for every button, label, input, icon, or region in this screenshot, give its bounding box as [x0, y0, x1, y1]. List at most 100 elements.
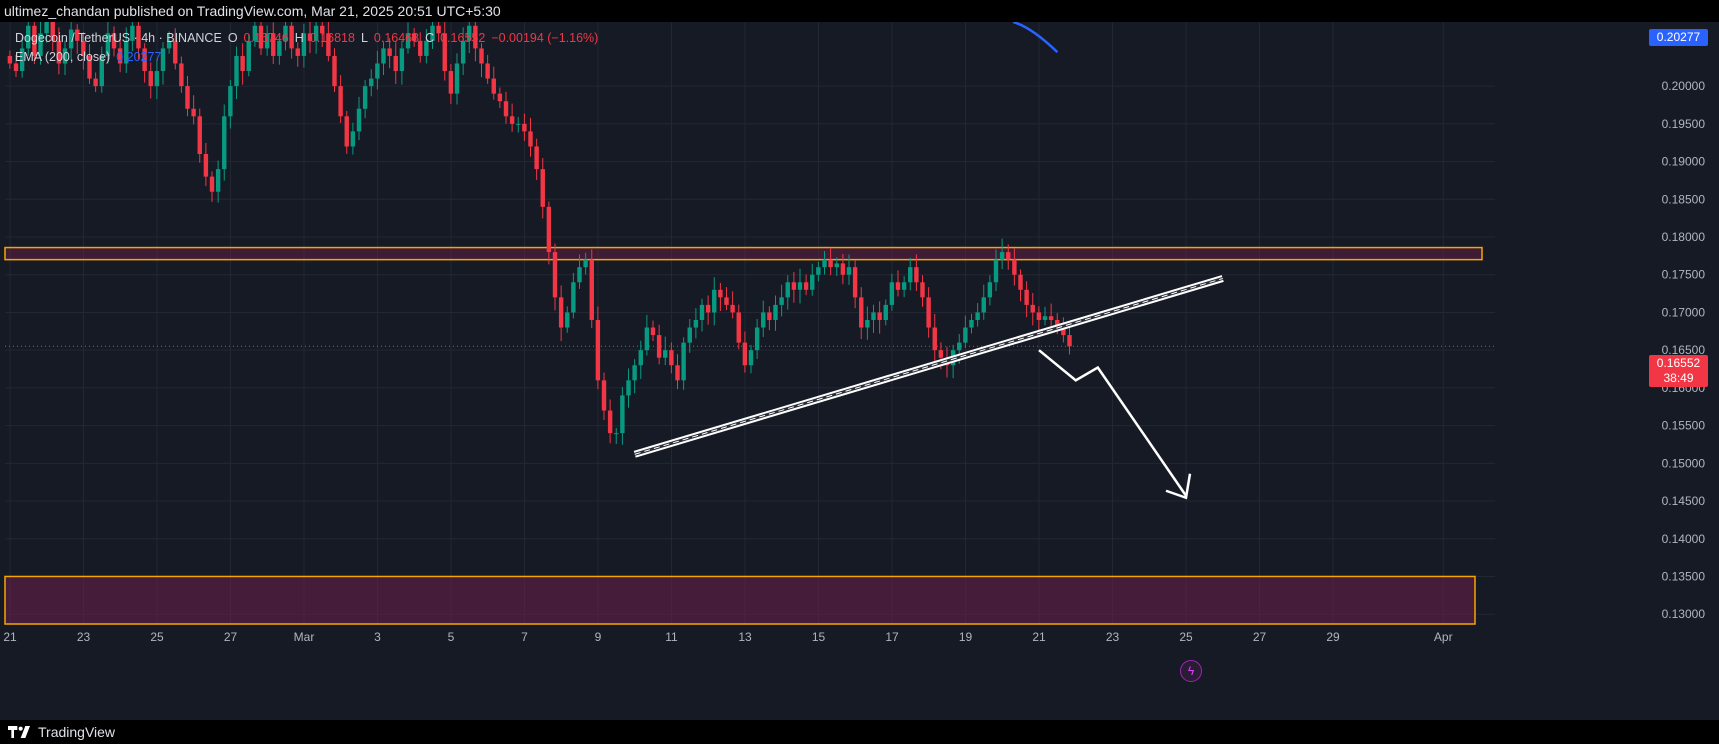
candle-body	[405, 33, 411, 49]
x-tick-label: 23	[1106, 630, 1120, 644]
candle-body	[240, 55, 245, 72]
candle-body	[828, 259, 833, 268]
x-tick-label: 25	[150, 630, 164, 644]
candle-body	[1061, 327, 1066, 336]
candle-body	[160, 48, 166, 72]
x-tick-label: 19	[959, 630, 973, 644]
candle-body	[148, 71, 153, 87]
candle-body	[381, 48, 386, 64]
candle-body	[675, 365, 680, 381]
candle-body	[142, 48, 147, 72]
candle-body	[540, 169, 545, 207]
candle-body	[705, 304, 711, 313]
price-chart[interactable]: 0.20000 0.19500 0.19000 0.18500 0.18000 0.175…	[0, 22, 1719, 720]
candle-body	[761, 312, 766, 328]
projection-arrow	[1038, 349, 1188, 497]
candle-body	[307, 33, 313, 41]
candle-body	[810, 274, 815, 290]
candle-body	[522, 123, 527, 132]
x-tick-label: 21	[1032, 630, 1046, 644]
candle-body	[859, 297, 864, 328]
candle-body	[430, 25, 435, 41]
y-tick-label: 0.17500	[1662, 268, 1706, 282]
candle-body	[614, 433, 619, 435]
candle-body	[895, 282, 901, 290]
candle-body	[234, 55, 239, 87]
candle-body	[117, 48, 123, 64]
candle-body	[264, 33, 270, 49]
candle-body	[834, 263, 839, 268]
tradingview-logo[interactable]: TradingView	[0, 720, 115, 744]
y-tick-label: 0.14500	[1662, 494, 1706, 508]
candle-body	[56, 40, 62, 64]
ema-line	[1012, 22, 1059, 54]
x-tick-label: 23	[77, 630, 91, 644]
candle-body	[718, 289, 723, 298]
y-tick-label: 0.13000	[1662, 607, 1706, 621]
candle-body	[448, 71, 454, 94]
high-value: 0.16818	[309, 31, 355, 45]
candle-body	[1042, 316, 1048, 320]
candle-body	[742, 342, 748, 366]
candle-body	[975, 312, 980, 320]
candle-body	[1024, 289, 1029, 305]
open-label: O	[227, 31, 238, 45]
x-tick-label: 21	[3, 630, 17, 644]
ema-value: 0.20277	[116, 50, 162, 64]
candle-body	[663, 350, 668, 358]
candle-body	[552, 252, 558, 298]
candle-body	[767, 312, 772, 320]
x-tick-label: 27	[224, 630, 238, 644]
candle-body	[607, 410, 613, 434]
tradingview-logo-icon	[8, 726, 30, 738]
candle-body	[295, 48, 300, 56]
resistance-zone	[4, 246, 1483, 261]
candle-body	[730, 304, 735, 313]
candle-body	[271, 33, 276, 56]
candle-body	[1018, 274, 1023, 290]
candle-body	[497, 93, 503, 102]
candle-body	[301, 33, 307, 56]
candle-body	[1067, 335, 1072, 347]
ema-price-label: 0.20277	[1649, 29, 1708, 46]
candle-body	[785, 282, 790, 298]
brand-label: TradingView	[38, 724, 116, 740]
candle-body	[644, 327, 650, 351]
candle-body	[871, 312, 876, 320]
candle-body	[332, 55, 337, 87]
candle-body	[124, 40, 129, 64]
lightning-icon[interactable]: ϟ	[1180, 660, 1202, 682]
candle-body	[779, 297, 784, 305]
candle-body	[350, 131, 356, 147]
candle-body	[191, 108, 196, 117]
candle-body	[846, 267, 852, 275]
candle-body	[1055, 319, 1060, 328]
x-tick-label: 7	[521, 630, 528, 644]
candle-body	[546, 206, 552, 253]
candle-body	[693, 319, 699, 328]
symbol-label[interactable]: Dogecoin / TetherUS · 4h · BINANCE	[15, 31, 222, 45]
candle-body	[1048, 316, 1054, 320]
publisher-bar: ultimez_chandan published on TradingView…	[0, 0, 1719, 22]
candle-body	[803, 282, 809, 290]
candle-body	[473, 25, 478, 49]
candle-body	[460, 40, 466, 64]
candle-body	[313, 25, 319, 41]
candle-body	[656, 335, 662, 358]
chart-legend: Dogecoin / TetherUS · 4h · BINANCE O 0.16…	[15, 29, 598, 67]
trendline-center	[634, 278, 1223, 455]
candle-body	[87, 55, 92, 79]
candle-body	[699, 304, 705, 320]
published-line: ultimez_chandan published on TradingView…	[4, 3, 501, 19]
candle-body	[509, 116, 515, 124]
candle-body	[320, 25, 325, 34]
candle-body	[583, 259, 588, 268]
last-price-value: 0.16552	[1656, 356, 1701, 370]
candle-body	[626, 380, 631, 396]
ema-legend-row[interactable]: EMA (200, close) 0.20277	[15, 48, 598, 67]
candle-body	[369, 78, 374, 87]
candle-body	[620, 395, 625, 434]
candle-body	[44, 22, 49, 34]
candle-body	[375, 63, 380, 79]
